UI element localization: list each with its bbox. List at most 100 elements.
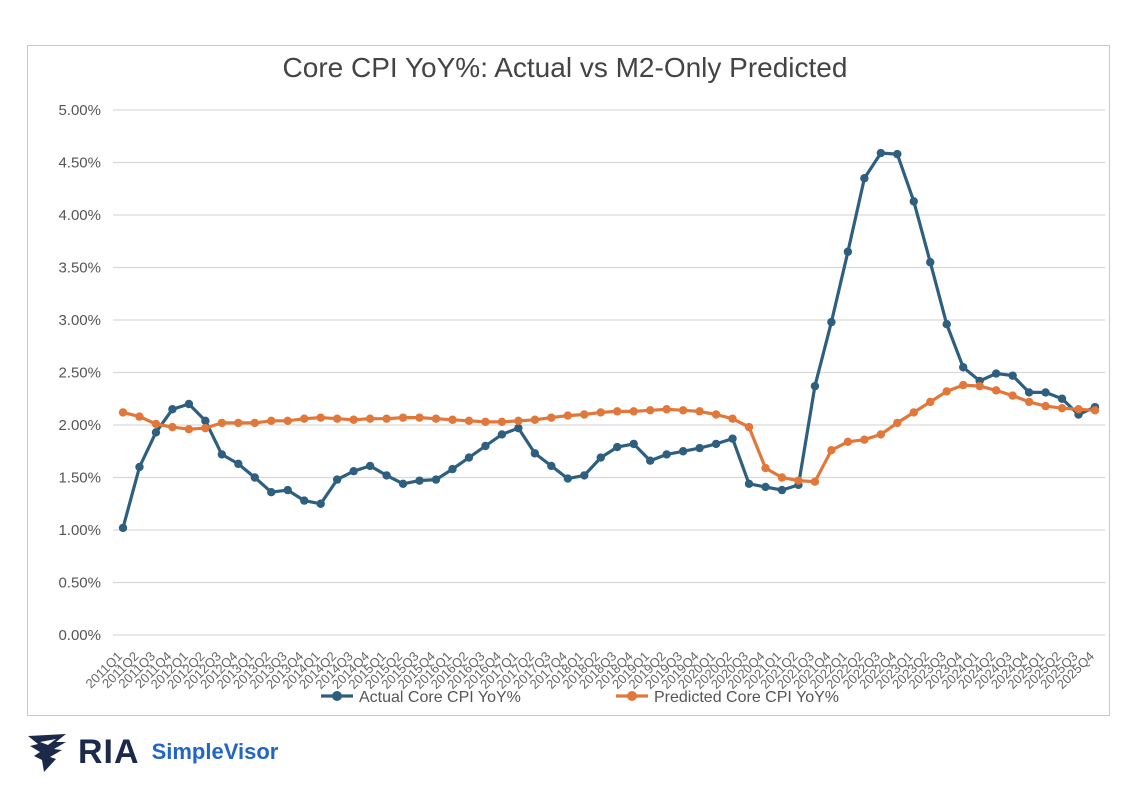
data-point bbox=[1057, 404, 1067, 413]
series-line bbox=[122, 383, 1096, 484]
data-point bbox=[547, 461, 556, 471]
data-point bbox=[678, 447, 688, 456]
brand-logo: RIA SimpleVisor bbox=[26, 730, 278, 774]
data-point bbox=[497, 430, 507, 439]
chart-svg: Core CPI YoY%: Actual vs M2-Only Predict… bbox=[58, 52, 1105, 706]
y-tick-label: 0.00% bbox=[58, 627, 101, 644]
y-tick-label: 3.00% bbox=[58, 312, 101, 329]
data-point bbox=[398, 413, 408, 422]
data-point bbox=[761, 463, 770, 473]
data-point bbox=[991, 369, 1001, 378]
data-point bbox=[151, 428, 161, 437]
legend-item[interactable]: Actual Core CPI YoY% bbox=[321, 689, 521, 706]
series-predicted bbox=[118, 380, 1100, 486]
data-point bbox=[530, 415, 540, 424]
data-point bbox=[728, 414, 737, 423]
data-point bbox=[711, 439, 721, 449]
data-point bbox=[431, 414, 441, 423]
y-tick-label: 2.50% bbox=[58, 365, 101, 382]
data-point bbox=[168, 422, 177, 432]
data-point bbox=[843, 247, 853, 256]
data-point bbox=[744, 422, 754, 432]
y-tick-label: 5.00% bbox=[58, 102, 101, 119]
data-point bbox=[893, 418, 902, 428]
data-point bbox=[678, 406, 688, 415]
data-point bbox=[827, 317, 836, 327]
eagle-logo-icon bbox=[28, 734, 66, 772]
data-point bbox=[596, 408, 605, 417]
data-point bbox=[810, 381, 820, 391]
data-point bbox=[1057, 394, 1067, 403]
data-point bbox=[909, 408, 918, 417]
data-point bbox=[267, 488, 276, 497]
legend-item[interactable]: Predicted Core CPI YoY% bbox=[616, 689, 839, 706]
data-point bbox=[382, 414, 391, 423]
data-point bbox=[1008, 391, 1017, 400]
data-point bbox=[464, 453, 474, 462]
data-point bbox=[464, 416, 474, 425]
legend[interactable]: Actual Core CPI YoY% Predicted Core CPI Y… bbox=[321, 689, 839, 706]
data-point bbox=[217, 418, 227, 428]
data-point bbox=[613, 407, 622, 416]
data-point bbox=[184, 399, 194, 409]
data-point bbox=[283, 416, 292, 425]
data-point bbox=[580, 471, 589, 480]
chart-title: Core CPI YoY%: Actual vs M2-Only Predict… bbox=[283, 52, 848, 83]
y-tick-label: 1.00% bbox=[58, 522, 101, 539]
data-point bbox=[580, 410, 589, 419]
data-point bbox=[349, 415, 358, 424]
data-point bbox=[926, 258, 935, 267]
data-point bbox=[761, 482, 770, 492]
data-point bbox=[645, 406, 655, 415]
data-point bbox=[827, 446, 836, 455]
data-point bbox=[563, 474, 573, 483]
data-point bbox=[398, 479, 408, 488]
data-point bbox=[118, 408, 128, 417]
legend-label: Actual Core CPI YoY% bbox=[359, 689, 521, 706]
data-point bbox=[662, 450, 671, 459]
data-point bbox=[497, 417, 507, 427]
data-point bbox=[415, 476, 424, 485]
legend-swatch-marker bbox=[627, 691, 637, 701]
data-point bbox=[613, 442, 622, 452]
data-point bbox=[744, 479, 754, 488]
data-point bbox=[1008, 371, 1017, 380]
data-point bbox=[909, 197, 918, 206]
y-tick-label: 1.50% bbox=[58, 470, 101, 487]
data-point bbox=[283, 485, 292, 495]
y-tick-label: 4.00% bbox=[58, 207, 101, 224]
data-point bbox=[267, 416, 276, 425]
data-point bbox=[316, 413, 325, 422]
data-point bbox=[1041, 388, 1050, 397]
data-point bbox=[481, 441, 490, 451]
data-point bbox=[1024, 388, 1034, 397]
data-point bbox=[893, 149, 902, 159]
data-point bbox=[629, 407, 638, 416]
grid-layer bbox=[113, 109, 1105, 636]
chart-frame: Core CPI YoY%: Actual vs M2-Only Predict… bbox=[27, 45, 1110, 716]
legend-label: Predicted Core CPI YoY% bbox=[654, 689, 839, 706]
data-point bbox=[711, 410, 721, 419]
series-line bbox=[121, 151, 1096, 529]
data-point bbox=[1090, 406, 1100, 415]
data-point bbox=[662, 405, 671, 414]
data-point bbox=[332, 475, 342, 484]
data-point bbox=[975, 381, 984, 391]
y-axis-tick-labels: 0.00% 0.50% 1.00% 1.50% 2.00% 2.50% 3.00% 3.50%… bbox=[58, 102, 101, 644]
data-point bbox=[234, 418, 243, 428]
data-point bbox=[365, 414, 375, 423]
data-point bbox=[563, 411, 573, 420]
data-point bbox=[217, 450, 227, 459]
data-point bbox=[135, 462, 144, 472]
data-point bbox=[1074, 405, 1083, 414]
data-point bbox=[645, 456, 655, 465]
data-point bbox=[201, 423, 210, 433]
data-point bbox=[926, 397, 935, 407]
data-point bbox=[991, 386, 1001, 395]
data-point bbox=[415, 413, 424, 422]
data-point bbox=[810, 477, 820, 486]
data-point bbox=[300, 414, 309, 423]
data-point bbox=[481, 417, 490, 427]
data-point bbox=[596, 453, 605, 462]
data-point bbox=[234, 459, 243, 469]
